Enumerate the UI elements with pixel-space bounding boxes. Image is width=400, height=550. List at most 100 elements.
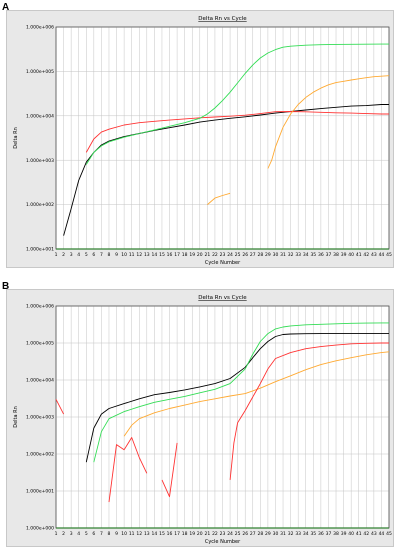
x-tick-label: 32 bbox=[288, 531, 294, 537]
series-line-5 bbox=[161, 442, 178, 498]
x-tick-label: 41 bbox=[356, 252, 362, 258]
x-tick-label: 44 bbox=[379, 531, 385, 537]
x-tick-label: 16 bbox=[167, 252, 173, 258]
x-tick-label: 36 bbox=[318, 252, 324, 258]
x-tick-label: 3 bbox=[70, 531, 73, 537]
x-tick-label: 1 bbox=[55, 531, 58, 537]
x-tick-label: 14 bbox=[152, 252, 158, 258]
x-tick-label: 20 bbox=[197, 252, 203, 258]
x-tick-label: 4 bbox=[77, 531, 80, 537]
chart-b-frame: Delta Rn vs Cycle 1 2 3 4 5 6 7 8 9 10 11 12 13 14 15 16… bbox=[6, 289, 394, 547]
x-tick-label: 33 bbox=[295, 531, 301, 537]
x-tick-label: 5 bbox=[85, 252, 88, 258]
x-tick-label: 17 bbox=[174, 252, 180, 258]
x-tick-label: 42 bbox=[363, 531, 369, 537]
x-tick-label: 23 bbox=[220, 531, 226, 537]
y-tick-label: 1.000e+004 bbox=[26, 113, 54, 119]
series-line-4 bbox=[108, 437, 148, 503]
x-tick-label: 9 bbox=[115, 531, 118, 537]
x-tick-label: 41 bbox=[356, 531, 362, 537]
x-tick-label: 42 bbox=[363, 252, 369, 258]
x-tick-label: 27 bbox=[250, 531, 256, 537]
x-tick-label: 29 bbox=[265, 252, 271, 258]
x-tick-label: 12 bbox=[136, 531, 142, 537]
series-line-0 bbox=[55, 399, 65, 415]
series-line-3 bbox=[123, 351, 390, 437]
y-tick-label: 1.000e+005 bbox=[26, 341, 54, 347]
plot-border bbox=[55, 305, 390, 529]
x-tick-label: 28 bbox=[257, 531, 263, 537]
series-line-2 bbox=[93, 322, 389, 463]
series-line-1 bbox=[85, 333, 389, 463]
x-tick-label: 4 bbox=[77, 252, 80, 258]
y-tick-label: 1.000e+006 bbox=[26, 304, 54, 310]
series-line-3 bbox=[207, 192, 231, 205]
y-tick-label: 1.000e+002 bbox=[26, 202, 54, 208]
x-tick-label: 22 bbox=[212, 531, 218, 537]
x-tick-label: 32 bbox=[288, 252, 294, 258]
x-tick-label: 10 bbox=[121, 531, 127, 537]
x-tick-label: 18 bbox=[182, 252, 188, 258]
x-tick-label: 30 bbox=[273, 531, 279, 537]
x-tick-label: 21 bbox=[204, 531, 210, 537]
x-tick-label: 28 bbox=[257, 252, 263, 258]
x-tick-label: 44 bbox=[379, 252, 385, 258]
chart-title: Delta Rn vs Cycle bbox=[198, 295, 247, 301]
x-axis-label: Cycle Number bbox=[205, 260, 241, 266]
x-tick-label: 37 bbox=[326, 252, 332, 258]
x-tick-label: 8 bbox=[108, 252, 111, 258]
x-tick-label: 15 bbox=[159, 531, 165, 537]
y-tick-label: 1.000e+001 bbox=[26, 247, 54, 253]
x-tick-label: 13 bbox=[144, 252, 150, 258]
y-tick-label: 1.000e+001 bbox=[26, 489, 54, 495]
x-tick-label: 11 bbox=[129, 252, 135, 258]
x-tick-label: 15 bbox=[159, 252, 165, 258]
x-tick-label: 31 bbox=[280, 531, 286, 537]
chart-a-frame: Delta Rn vs Cycle 1 2 3 4 5 6 7 8 9 10 11 12 13 14 15 16… bbox=[6, 10, 394, 268]
x-tick-label: 26 bbox=[242, 252, 248, 258]
chart-title: Delta Rn vs Cycle bbox=[198, 16, 247, 22]
x-tick-label: 2 bbox=[62, 531, 65, 537]
x-tick-label: 34 bbox=[303, 252, 309, 258]
y-tick-label: 1.000e+003 bbox=[26, 415, 54, 421]
x-tick-label: 10 bbox=[121, 252, 127, 258]
x-tick-label: 25 bbox=[235, 531, 241, 537]
x-tick-label: 1 bbox=[55, 252, 58, 258]
series-line-1 bbox=[85, 111, 389, 153]
x-tick-label: 12 bbox=[136, 252, 142, 258]
y-tick-label: 1.000e+005 bbox=[26, 69, 54, 75]
series-line-2 bbox=[85, 43, 389, 165]
x-tick-label: 30 bbox=[273, 252, 279, 258]
y-axis-label: Delta Rn bbox=[13, 127, 19, 149]
x-tick-label: 24 bbox=[227, 531, 233, 537]
plot-border bbox=[55, 26, 390, 250]
x-tick-label: 29 bbox=[265, 531, 271, 537]
x-tick-label: 34 bbox=[303, 531, 309, 537]
x-tick-label: 45 bbox=[386, 531, 392, 537]
x-tick-label: 17 bbox=[174, 531, 180, 537]
x-tick-label: 37 bbox=[326, 531, 332, 537]
y-tick-label: 1.000e+000 bbox=[26, 526, 54, 532]
y-tick-label: 1.000e+002 bbox=[26, 452, 54, 458]
x-tick-label: 38 bbox=[333, 531, 339, 537]
x-tick-label: 25 bbox=[235, 252, 241, 258]
series-line-4 bbox=[267, 75, 390, 169]
x-tick-label: 22 bbox=[212, 252, 218, 258]
x-tick-label: 35 bbox=[310, 252, 316, 258]
x-tick-label: 31 bbox=[280, 252, 286, 258]
x-tick-label: 27 bbox=[250, 252, 256, 258]
y-tick-label: 1.000e+004 bbox=[26, 378, 54, 384]
x-tick-label: 26 bbox=[242, 531, 248, 537]
x-tick-label: 8 bbox=[108, 531, 111, 537]
x-tick-label: 14 bbox=[152, 531, 158, 537]
x-tick-label: 6 bbox=[92, 252, 95, 258]
x-tick-label: 21 bbox=[204, 252, 210, 258]
x-axis-label: Cycle Number bbox=[205, 539, 241, 545]
x-tick-label: 40 bbox=[348, 252, 354, 258]
x-tick-label: 24 bbox=[227, 252, 233, 258]
panel-a-letter: A bbox=[2, 2, 10, 13]
x-tick-label: 43 bbox=[371, 252, 377, 258]
x-tick-label: 19 bbox=[189, 531, 195, 537]
